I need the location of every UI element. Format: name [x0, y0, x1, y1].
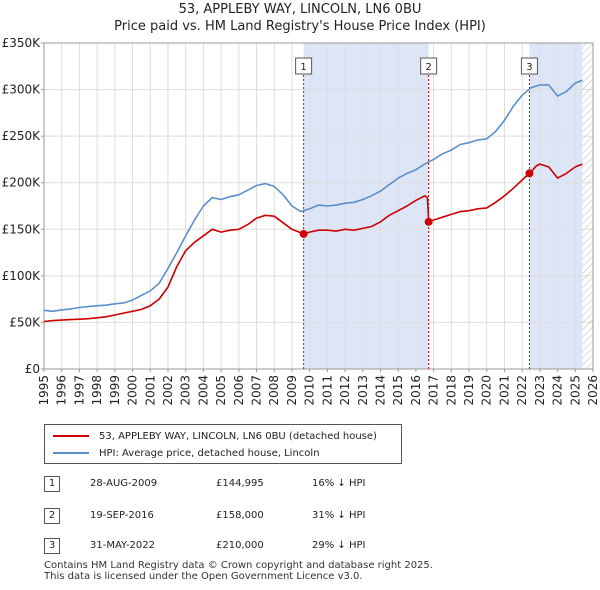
transaction-date: 28-AUG-2009	[90, 478, 158, 489]
x-tick-label: 2001	[143, 375, 157, 406]
y-tick-label: £250K	[2, 129, 42, 143]
x-tick-label: 2002	[161, 375, 175, 406]
x-tick-label: 2010	[303, 375, 317, 406]
shaded-period	[529, 43, 583, 369]
legend-label-property: 53, APPLEBY WAY, LINCOLN, LN6 0BU (detac…	[99, 430, 377, 442]
x-tick-label: 2007	[250, 375, 264, 406]
x-tick-label: 2017	[427, 375, 441, 406]
x-tick-label: 2008	[267, 375, 281, 406]
transaction-hpi-diff: 29% ↓ HPI	[312, 540, 366, 551]
x-tick-label: 2011	[320, 375, 334, 406]
transaction-hpi-diff: 31% ↓ HPI	[312, 510, 366, 521]
legend-swatch-hpi	[53, 452, 89, 454]
sale-marker-point	[299, 229, 308, 238]
legend: 53, APPLEBY WAY, LINCOLN, LN6 0BU (detac…	[44, 424, 402, 464]
x-tick-label: 2019	[462, 375, 476, 406]
legend-swatch-property	[53, 435, 89, 437]
sale-markers	[299, 169, 534, 238]
transaction-price: £144,995	[216, 478, 264, 489]
x-tick-label: 2016	[409, 375, 423, 406]
x-tick-label: 1998	[90, 375, 104, 406]
property-series-line	[43, 163, 583, 323]
hatched-future-period	[582, 43, 593, 369]
x-tick-label: 2006	[232, 375, 246, 406]
sale-label-number: 2	[425, 62, 431, 73]
y-tick-label: £100K	[2, 269, 42, 283]
chart-subtitle: Price paid vs. HM Land Registry's House …	[114, 19, 486, 34]
sale-marker-point	[424, 217, 433, 226]
sale-labels: 1 2 3	[295, 57, 538, 75]
transaction-price: £210,000	[216, 540, 264, 551]
y-tick-label: £0	[25, 362, 40, 376]
sale-label-box	[295, 57, 313, 75]
sale-label-number: 3	[526, 62, 532, 73]
x-tick-label: 2026	[586, 375, 600, 406]
transaction-hpi-diff: 16% ↓ HPI	[312, 478, 366, 489]
x-tick-label: 2018	[444, 375, 458, 406]
transaction-number: 2	[44, 508, 60, 524]
x-tick-label: 2024	[551, 375, 565, 406]
x-tick-label: 2021	[497, 375, 511, 406]
sale-marker-point	[525, 169, 534, 178]
x-tick-label: 2005	[214, 375, 228, 406]
y-tick-label: £350K	[2, 36, 42, 50]
footer: Contains HM Land Registry data © Crown c…	[44, 560, 433, 582]
x-tick-label: 1997	[72, 375, 86, 406]
x-tick-label: 2000	[126, 375, 140, 406]
transaction-number: 1	[44, 476, 60, 492]
y-tick-label: £200K	[2, 176, 42, 190]
x-tick-label: 2014	[373, 375, 387, 406]
x-tick-label: 2012	[338, 375, 352, 406]
x-tick-label: 2022	[515, 375, 529, 406]
hpi-series-line	[43, 79, 583, 313]
transaction-date: 19-SEP-2016	[90, 510, 154, 521]
legend-item-property: 53, APPLEBY WAY, LINCOLN, LN6 0BU (detac…	[53, 429, 377, 443]
transaction-date: 31-MAY-2022	[90, 540, 156, 551]
legend-label-hpi: HPI: Average price, detached house, Linc…	[99, 447, 320, 459]
x-tick-label: 1996	[55, 375, 69, 406]
y-axis-ticks: £0 £50K £100K £150K £200K £250K £300K £350K	[2, 36, 44, 376]
x-tick-label: 1999	[108, 375, 122, 406]
sale-label-box	[420, 57, 438, 75]
price-chart: £0 £50K £100K £150K £200K £250K £300K £350K 199…	[2, 36, 600, 406]
x-tick-label: 2025	[568, 375, 582, 406]
transaction-price: £158,000	[216, 510, 264, 521]
footer-licence: This data is licensed under the Open Gov…	[44, 571, 363, 582]
y-tick-label: £300K	[2, 83, 42, 97]
transaction-row: 2 19-SEP-2016 £158,000 31% ↓ HPI	[44, 508, 464, 526]
transaction-row: 3 31-MAY-2022 £210,000 29% ↓ HPI	[44, 538, 464, 556]
sale-label-number: 1	[300, 62, 306, 73]
legend-item-hpi: HPI: Average price, detached house, Linc…	[53, 446, 320, 460]
x-tick-label: 2004	[196, 375, 210, 406]
hatched-period	[582, 43, 593, 369]
x-tick-label: 2020	[480, 375, 494, 406]
x-tick-label: 2015	[391, 375, 405, 406]
plot-frame	[43, 42, 594, 370]
x-axis-ticks: 1995 1996 1997 1998 1999 2000 2001 2002 2003 2004…	[37, 369, 600, 406]
x-tick-label: 2023	[533, 375, 547, 406]
chart-title: 53, APPLEBY WAY, LINCOLN, LN6 0BU	[178, 2, 422, 17]
x-tick-label: 2013	[356, 375, 370, 406]
x-tick-label: 2003	[179, 375, 193, 406]
y-tick-label: £150K	[2, 222, 42, 236]
transaction-number: 3	[44, 538, 60, 554]
sale-label-box	[520, 57, 538, 75]
series-lines	[43, 79, 583, 323]
footer-copyright: Contains HM Land Registry data © Crown c…	[44, 560, 433, 571]
x-tick-label: 2009	[285, 375, 299, 406]
y-tick-label: £50K	[9, 315, 41, 329]
transaction-row: 1 28-AUG-2009 £144,995 16% ↓ HPI	[44, 476, 464, 494]
x-tick-label: 1995	[37, 375, 51, 406]
